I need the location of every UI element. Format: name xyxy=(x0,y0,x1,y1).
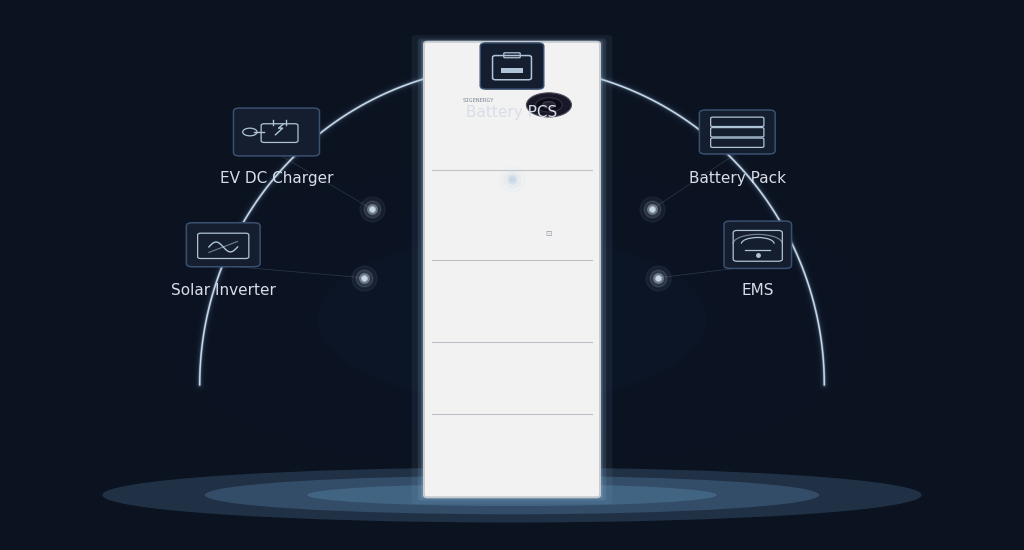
FancyBboxPatch shape xyxy=(424,42,600,497)
Ellipse shape xyxy=(102,468,922,522)
Circle shape xyxy=(526,93,571,117)
Text: EV DC Charger: EV DC Charger xyxy=(220,170,333,185)
FancyBboxPatch shape xyxy=(501,68,523,73)
Text: SIGENERGY: SIGENERGY xyxy=(463,98,495,103)
FancyBboxPatch shape xyxy=(724,221,792,268)
Text: Solar Inverter: Solar Inverter xyxy=(171,283,275,298)
Text: Battery PCS: Battery PCS xyxy=(466,104,558,119)
FancyBboxPatch shape xyxy=(421,40,603,499)
Text: Battery Pack: Battery Pack xyxy=(689,170,785,185)
FancyBboxPatch shape xyxy=(186,223,260,267)
Ellipse shape xyxy=(205,476,819,514)
FancyBboxPatch shape xyxy=(418,39,606,501)
Text: EMS: EMS xyxy=(741,283,774,298)
FancyBboxPatch shape xyxy=(480,43,544,89)
Text: ⊡: ⊡ xyxy=(546,229,552,238)
Circle shape xyxy=(536,98,562,112)
FancyBboxPatch shape xyxy=(233,108,319,156)
Ellipse shape xyxy=(307,484,717,506)
Ellipse shape xyxy=(230,204,794,434)
FancyBboxPatch shape xyxy=(699,110,775,154)
FancyBboxPatch shape xyxy=(412,35,612,504)
Ellipse shape xyxy=(317,236,707,402)
Circle shape xyxy=(543,102,555,108)
